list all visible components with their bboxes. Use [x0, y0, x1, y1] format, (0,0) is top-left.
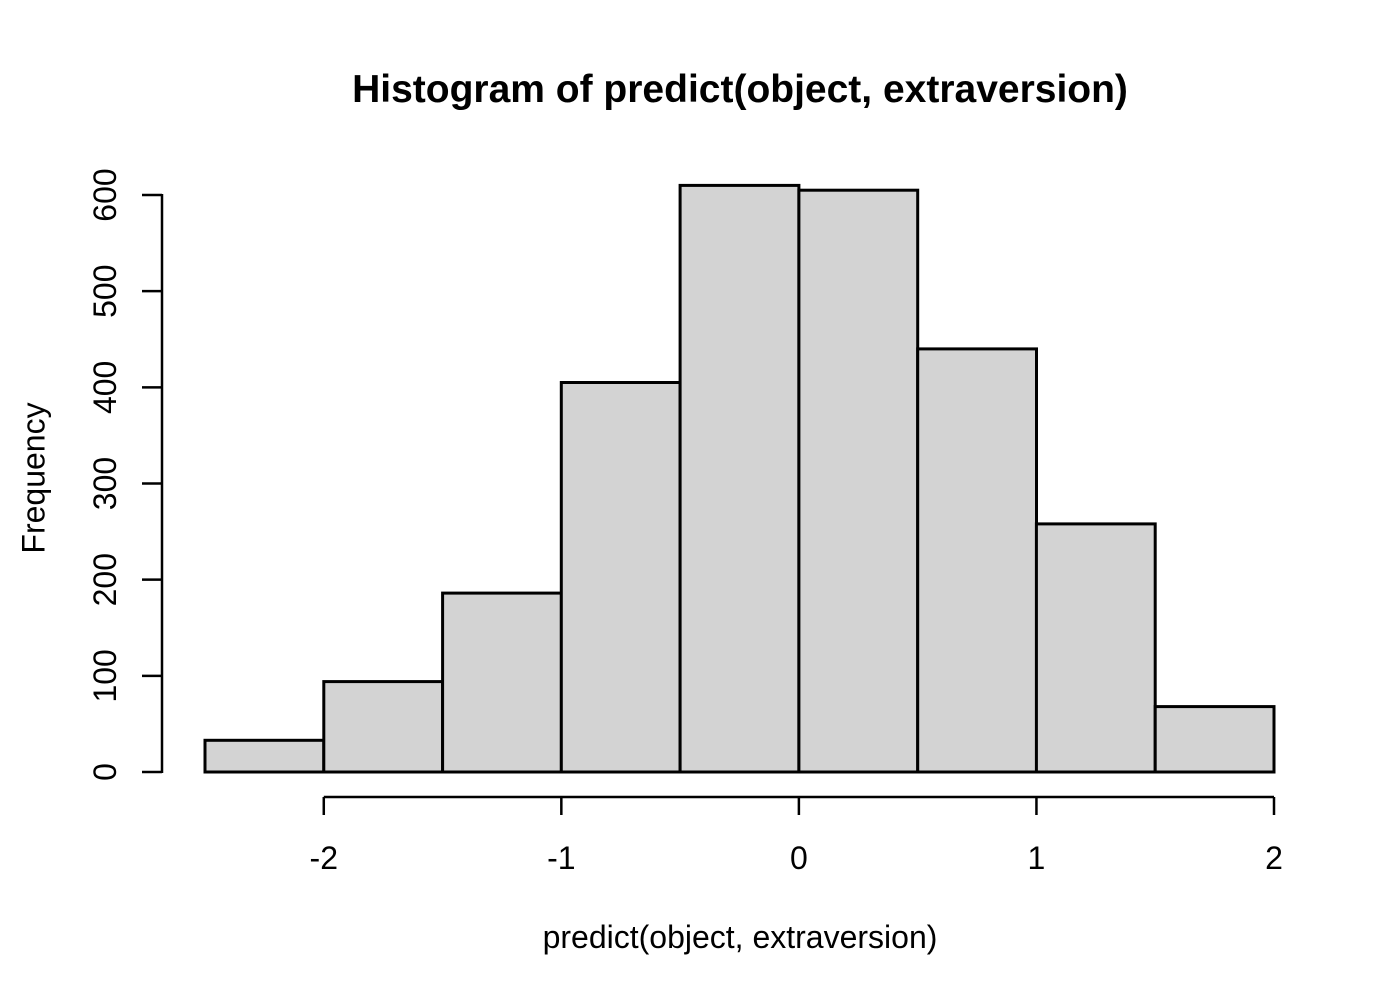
histogram-bar	[678, 183, 801, 774]
histogram-bar	[203, 738, 326, 774]
x-tick-label: 2	[1265, 840, 1283, 876]
y-axis-label: Frequency	[15, 402, 52, 554]
histogram-bar	[1034, 522, 1157, 774]
x-tick-label: -1	[547, 840, 575, 876]
y-tick-label: 400	[87, 361, 123, 414]
histogram-bar	[559, 381, 682, 774]
y-tick-label: 500	[87, 264, 123, 317]
histogram-bar	[1153, 705, 1276, 774]
histogram-bar	[441, 591, 563, 774]
x-tick-label: -2	[310, 840, 338, 876]
x-tick-label: 0	[790, 840, 808, 876]
y-tick-label: 200	[87, 553, 123, 606]
y-tick-label: 0	[87, 763, 123, 781]
histogram-bar	[797, 188, 920, 774]
x-tick-label: 1	[1028, 840, 1046, 876]
y-tick-label: 600	[87, 168, 123, 221]
histogram-bar	[916, 347, 1039, 774]
x-axis-label: predict(object, extraversion)	[542, 919, 938, 955]
chart-title: Histogram of predict(object, extraversio…	[352, 68, 1128, 111]
y-tick-label: 300	[87, 457, 123, 510]
histogram-bar	[322, 680, 445, 774]
y-tick-label: 100	[87, 649, 123, 702]
